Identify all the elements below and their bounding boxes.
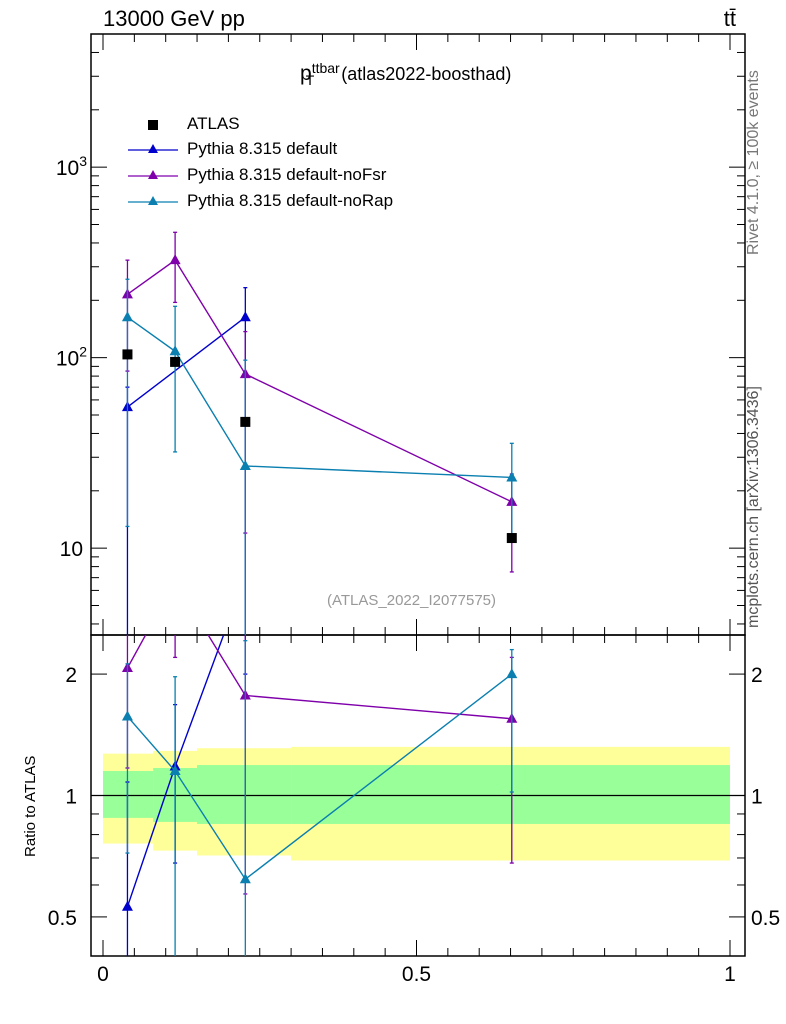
ratio-series — [121, 575, 518, 956]
ratio-point-noFsr-1 — [170, 575, 181, 585]
ratio-point-noRap-3 — [506, 668, 518, 679]
main-y-tick-label-1: 102 — [56, 344, 87, 371]
ratio-y-tick-label-left-1: 1 — [65, 786, 77, 809]
plot-title: pttbarT (atlas2022-boosthad) — [300, 60, 511, 88]
ratio-line-noRap — [126, 673, 513, 881]
y-tick-exponent: 3 — [79, 153, 87, 169]
analysis-id-label: (ATLAS_2022_I2077575) — [327, 592, 497, 609]
legend-label-atlas: ATLAS — [187, 114, 240, 133]
point-noRap-3 — [506, 471, 518, 482]
x-ticks: 0 0.5 1 — [97, 34, 736, 986]
main-y-tick-label-0: 10 — [60, 538, 83, 561]
ratio-point-noRap-1 — [169, 765, 181, 776]
point-atlas-1 — [170, 356, 181, 367]
ratio-y-ticks: 0.5 0.5 1 1 2 2 — [48, 664, 780, 930]
series-line-default — [127, 316, 246, 408]
ratio-point-noRap-2 — [239, 873, 251, 884]
legend-label-nofsr: Pythia 8.315 default-noFsr — [187, 165, 387, 184]
point-noRap-1 — [169, 345, 181, 356]
ratio-y-axis-label: Ratio to ATLAS — [22, 755, 39, 857]
ratio-line-default — [126, 635, 225, 907]
y-tick-exponent: 2 — [79, 344, 87, 360]
ratio-point-default-0 — [121, 900, 133, 911]
ratio-y-tick-label-left-2: 2 — [65, 664, 77, 687]
y-tick-base: 10 — [56, 157, 79, 180]
ratio-y-tick-label-right-2: 2 — [751, 664, 763, 687]
point-noFsr-1 — [169, 254, 181, 265]
main-series — [121, 231, 518, 635]
process-label: tt̄ — [723, 6, 736, 31]
x-tick-label-0: 0 — [97, 963, 109, 986]
point-default-2 — [239, 311, 251, 322]
x-tick-label-2: 1 — [724, 963, 736, 986]
point-atlas-2 — [240, 416, 251, 427]
ratio-inner-band-2 — [197, 765, 292, 824]
ratio-y-tick-label-right-1: 1 — [751, 786, 763, 809]
point-noRap-2 — [239, 459, 251, 470]
ratio-line-noFsr — [126, 635, 512, 720]
ratio-y-tick-label-left-0: 0.5 — [48, 907, 77, 930]
ratio-y-tick-label-right-0: 0.5 — [751, 907, 780, 930]
ratio-point-noRap-0 — [121, 710, 133, 721]
title-symbol: p — [300, 62, 312, 85]
ratio-inner-band-3 — [291, 765, 730, 824]
series-line-noRap — [127, 316, 512, 479]
series-line-noFsr — [127, 259, 513, 503]
y-tick-base: 10 — [56, 348, 79, 371]
ratio-bands — [103, 746, 730, 861]
mcplots-label: mcplots.cern.ch [arXiv:1306.3436] — [745, 386, 762, 628]
legend-label-default: Pythia 8.315 default — [187, 139, 338, 158]
point-atlas-0 — [122, 349, 133, 360]
x-tick-label-1: 0.5 — [402, 963, 431, 986]
title-subscript: T — [305, 71, 315, 88]
title-superscript: ttbar — [311, 60, 340, 76]
point-noRap-0 — [121, 311, 133, 322]
collision-energy-label: 13000 GeV pp — [103, 6, 245, 31]
point-atlas-3 — [506, 533, 517, 544]
main-y-tick-label-2: 103 — [56, 153, 87, 180]
legend-label-norap: Pythia 8.315 default-noRap — [187, 191, 394, 210]
title-suffix: (atlas2022-boosthad) — [341, 64, 512, 84]
rivet-version-label: Rivet 4.1.0, ≥ 100k events — [745, 70, 762, 255]
